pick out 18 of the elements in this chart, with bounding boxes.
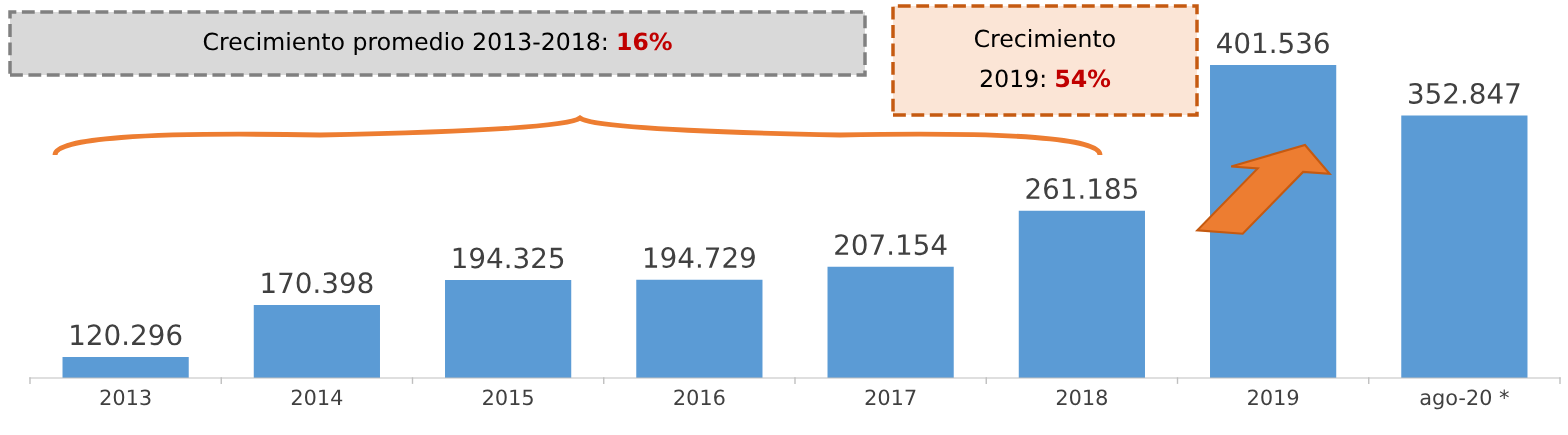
data-label: 194.325 [453, 247, 564, 269]
data-label: 261.185 [1026, 178, 1137, 200]
data-label: 194.729 [644, 247, 755, 269]
x-tick-label: 2015 [483, 389, 533, 406]
x-tick-label: 2016 [674, 389, 725, 406]
x-tick-label: 2014 [291, 389, 343, 406]
text: Crecimiento promedio 2013-2018: 16% [203, 32, 672, 55]
data-label: 352.847 [1409, 82, 1520, 104]
data-label: 207.154 [835, 234, 947, 256]
data-label: 170.398 [262, 272, 373, 294]
annotation: Crecimiento 2019: 54% [974, 29, 1115, 88]
x-tick-label: 2013 [100, 389, 151, 406]
x-tick-label: ago-20 * [1420, 389, 1509, 410]
x-tick-label: 2019 [1248, 389, 1299, 406]
x-tick-label: 2018 [1056, 389, 1107, 406]
x-tick-label: 2017 [865, 389, 916, 406]
data-label: 120.296 [71, 324, 182, 346]
data-label: 401.536 [1217, 32, 1329, 54]
